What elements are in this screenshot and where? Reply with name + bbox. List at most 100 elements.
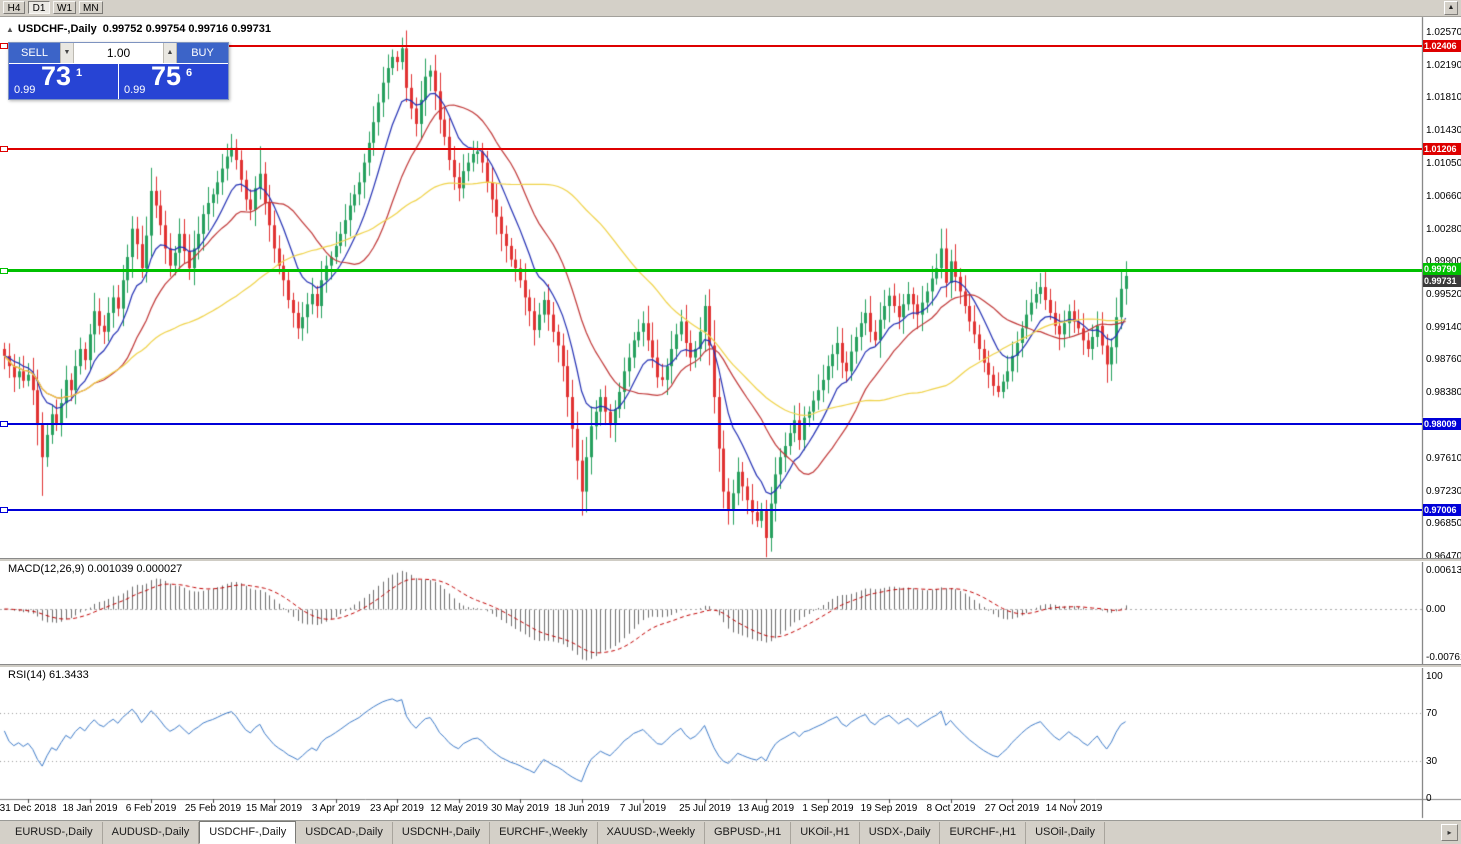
timeframe-button-w1[interactable]: W1 bbox=[53, 1, 76, 14]
date-axis-label[interactable]: 3 Apr 2019 bbox=[311, 803, 361, 814]
line-left-marker[interactable] bbox=[0, 421, 8, 427]
date-axis-label[interactable]: 27 Oct 2019 bbox=[984, 803, 1040, 814]
date-axis-label[interactable]: 19 Sep 2019 bbox=[860, 803, 918, 814]
chart-ohlc-values: 0.99752 0.99754 0.99716 0.99731 bbox=[102, 23, 271, 35]
line-left-marker[interactable] bbox=[0, 43, 8, 49]
chart-tab-usdchf-daily[interactable]: USDCHF-,Daily bbox=[199, 821, 297, 844]
macd-panel-splitter[interactable] bbox=[0, 558, 1461, 562]
date-axis-label[interactable]: 13 Aug 2019 bbox=[737, 803, 795, 814]
price-axis-label[interactable]: 1.00660 bbox=[1426, 191, 1461, 202]
price-axis-label[interactable]: 0.99520 bbox=[1426, 289, 1461, 300]
line-left-marker[interactable] bbox=[0, 507, 8, 513]
rsi-scale-label[interactable]: 100 bbox=[1426, 671, 1443, 682]
price-axis-label[interactable]: 1.01050 bbox=[1426, 158, 1461, 169]
rsi-scale-label[interactable]: 70 bbox=[1426, 708, 1438, 719]
chart-tab-usdcnh-daily[interactable]: USDCNH-,Daily bbox=[393, 822, 491, 844]
buy-price-big-digits: 75 bbox=[151, 64, 182, 91]
sell-price-pip-digit: 1 bbox=[76, 67, 83, 79]
horizontal-line-0.97006[interactable] bbox=[0, 509, 1422, 511]
price-axis-label[interactable]: 0.96470 bbox=[1426, 551, 1461, 562]
price-line-badge: 1.02406 bbox=[1423, 40, 1461, 52]
chart-tab-ukoil-h1[interactable]: UKOil-,H1 bbox=[791, 822, 860, 844]
rsi-scale-label[interactable]: 0 bbox=[1426, 793, 1432, 804]
chart-tab-eurchf-weekly[interactable]: EURCHF-,Weekly bbox=[490, 822, 598, 844]
one-click-trading-panel: SELL ▼ 1.00 ▲ BUY 0.99 73 1 0.99 75 6 bbox=[8, 42, 229, 100]
price-axis-label[interactable]: 0.99140 bbox=[1426, 322, 1461, 333]
date-axis-label[interactable]: 14 Nov 2019 bbox=[1045, 803, 1103, 814]
line-left-marker[interactable] bbox=[0, 268, 8, 274]
timeframe-button-mn[interactable]: MN bbox=[79, 1, 103, 14]
price-axis-label[interactable]: 0.99900 bbox=[1426, 256, 1461, 267]
volume-increase-button[interactable]: ▲ bbox=[163, 43, 177, 63]
horizontal-line-1.01206[interactable] bbox=[0, 148, 1422, 150]
price-axis-label[interactable]: 1.01810 bbox=[1426, 92, 1461, 103]
chart-tab-usoil-daily[interactable]: USOil-,Daily bbox=[1026, 822, 1105, 844]
price-line-badge: 0.97006 bbox=[1423, 504, 1461, 516]
volume-decrease-button[interactable]: ▼ bbox=[60, 43, 74, 63]
timeframe-button-d1[interactable]: D1 bbox=[28, 1, 50, 14]
price-axis-label[interactable]: 1.02190 bbox=[1426, 60, 1461, 71]
buy-price-prefix: 0.99 bbox=[124, 84, 146, 96]
date-axis-label[interactable]: 18 Jan 2019 bbox=[62, 803, 118, 814]
date-axis-label[interactable]: 23 Apr 2019 bbox=[370, 803, 424, 814]
sell-price-panel[interactable]: 0.99 73 1 bbox=[9, 64, 118, 99]
price-axis-label[interactable]: 0.96850 bbox=[1426, 518, 1461, 529]
chart-tab-audusd-daily[interactable]: AUDUSD-,Daily bbox=[103, 822, 200, 844]
date-axis-label[interactable]: 15 Mar 2019 bbox=[245, 803, 303, 814]
price-axis-label[interactable]: 0.97610 bbox=[1426, 453, 1461, 464]
price-line-badge: 0.98009 bbox=[1423, 418, 1461, 430]
horizontal-line-1.02406[interactable] bbox=[0, 45, 1422, 47]
horizontal-line-0.99790[interactable] bbox=[0, 269, 1422, 272]
buy-button[interactable]: BUY bbox=[177, 43, 228, 63]
chart-symbol-label: USDCHF-,Daily bbox=[17, 23, 97, 35]
timeframe-button-h4[interactable]: H4 bbox=[3, 1, 25, 14]
price-axis-label[interactable]: 0.97230 bbox=[1426, 486, 1461, 497]
sell-button[interactable]: SELL bbox=[9, 43, 60, 63]
volume-input[interactable]: 1.00 bbox=[74, 43, 163, 63]
macd-scale-label[interactable]: 0.00 bbox=[1426, 604, 1446, 615]
chart-tab-xauusd-weekly[interactable]: XAUUSD-,Weekly bbox=[598, 822, 705, 844]
buy-price-pip-digit: 6 bbox=[186, 67, 193, 79]
sell-price-prefix: 0.99 bbox=[14, 84, 36, 96]
chart-title: ▲ USDCHF-,Daily 0.99752 0.99754 0.99716 0.… bbox=[6, 23, 271, 35]
price-axis-label[interactable]: 0.98380 bbox=[1426, 387, 1461, 398]
date-axis-label[interactable]: 7 Jul 2019 bbox=[619, 803, 667, 814]
one-click-collapse-icon[interactable]: ▲ bbox=[6, 25, 14, 34]
chart-tab-eurchf-h1[interactable]: EURCHF-,H1 bbox=[940, 822, 1027, 844]
price-line-badge: 0.99790 bbox=[1423, 263, 1461, 275]
buy-price-panel[interactable]: 0.99 75 6 bbox=[119, 64, 228, 99]
rsi-panel-splitter[interactable] bbox=[0, 664, 1461, 668]
date-axis-label[interactable]: 1 Sep 2019 bbox=[802, 803, 854, 814]
scroll-up-button[interactable]: ▲ bbox=[1444, 1, 1458, 15]
bid-price-badge: 0.99731 bbox=[1423, 275, 1461, 287]
macd-scale-label[interactable]: 0.00613 bbox=[1426, 565, 1461, 576]
sell-price-big-digits: 73 bbox=[41, 64, 72, 91]
date-axis-label[interactable]: 25 Feb 2019 bbox=[184, 803, 242, 814]
chart-tab-usdcad-daily[interactable]: USDCAD-,Daily bbox=[296, 822, 393, 844]
date-axis-label[interactable]: 8 Oct 2019 bbox=[926, 803, 976, 814]
price-axis-label[interactable]: 1.02570 bbox=[1426, 27, 1461, 38]
price-axis-label[interactable]: 0.98760 bbox=[1426, 354, 1461, 365]
date-axis-label[interactable]: 31 Dec 2018 bbox=[0, 803, 57, 814]
chart-tab-gbpusd-h1[interactable]: GBPUSD-,H1 bbox=[705, 822, 792, 844]
date-axis-label[interactable]: 30 May 2019 bbox=[491, 803, 549, 814]
rsi-scale-label[interactable]: 30 bbox=[1426, 756, 1438, 767]
date-axis-label[interactable]: 6 Feb 2019 bbox=[125, 803, 177, 814]
date-axis-label[interactable]: 12 May 2019 bbox=[430, 803, 488, 814]
date-axis-label[interactable]: 18 Jun 2019 bbox=[554, 803, 610, 814]
date-axis-label[interactable]: 25 Jul 2019 bbox=[679, 803, 731, 814]
price-axis-label[interactable]: 1.00280 bbox=[1426, 224, 1461, 235]
price-line-badge: 1.01206 bbox=[1423, 143, 1461, 155]
rsi-label: RSI(14) 61.3433 bbox=[8, 669, 89, 681]
timeframe-toolbar: H4 D1 W1 MN ▲ bbox=[0, 0, 1461, 17]
horizontal-line-0.98009[interactable] bbox=[0, 423, 1422, 425]
price-axis-label[interactable]: 1.01430 bbox=[1426, 125, 1461, 136]
line-left-marker[interactable] bbox=[0, 146, 8, 152]
macd-label: MACD(12,26,9) 0.001039 0.000027 bbox=[8, 563, 183, 575]
chart-tab-usdx-daily[interactable]: USDX-,Daily bbox=[860, 822, 941, 844]
chart-tab-eurusd-daily[interactable]: EURUSD-,Daily bbox=[6, 822, 103, 844]
tab-scroll-right-button[interactable]: ▸ bbox=[1441, 824, 1458, 841]
timeframe-buttons: H4 D1 W1 MN bbox=[0, 0, 103, 17]
